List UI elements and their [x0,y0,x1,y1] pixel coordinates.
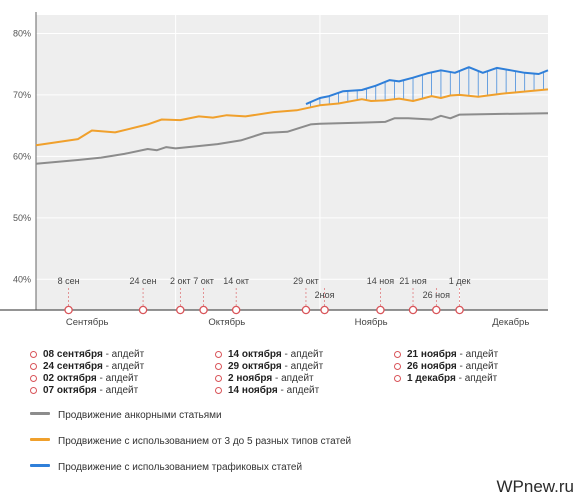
update-suffix: - апдейт [455,373,498,384]
update-marker [231,305,241,315]
update-suffix: - апдейт [281,349,324,360]
update-suffix: - апдейт [272,373,314,384]
update-label: 2ноя [315,290,335,300]
update-marker [408,305,418,315]
update-label: 21 ноя [399,276,426,286]
update-marker [301,305,311,315]
update-marker-icon [215,387,222,394]
month-label: Декабрь [492,317,529,328]
legend-label: Продвижение с использованием от 3 до 5 р… [58,436,352,447]
update-date-item: 21 ноября - апдейт [394,348,498,361]
update-suffix: - апдейт [281,361,324,372]
update-label: 29 окт [293,276,319,286]
month-label: Сентябрь [66,317,109,328]
month-label: Ноябрь [355,317,388,328]
update-date-item: 07 октября - апдейт [30,384,138,397]
legend-item-mixed: Продвижение с использованием от 3 до 5 р… [30,436,351,447]
update-marker-icon [394,363,401,370]
update-label: 2 окт [170,276,191,286]
update-marker-icon [394,351,401,358]
series-line-2 [305,66,549,106]
update-suffix: - апдейт [102,361,145,372]
update-dates-legend: 08 сентября - апдейт 24 сентября - апдей… [0,340,580,400]
update-date-item: 14 ноября - апдейт [215,384,319,397]
update-suffix: - апдейт [96,373,139,384]
update-marker [455,305,464,315]
update-date: 2 ноября [228,373,273,384]
update-marker [64,305,73,315]
y-tick-label: 40% [13,274,31,284]
watermark-logo: WPnew.ru [496,477,574,496]
update-suffix: - апдейт [96,385,139,396]
plot-background [36,15,548,310]
update-suffix: - апдейт [277,385,320,396]
legend-item-traffic: Продвижение с использованием трафиковых … [30,462,302,473]
series-line-1 [35,88,549,147]
line-chart: 40% 50% 60% 70% 80% 8 сен 24 сен 2 окт 7 окт 14 о… [0,12,549,328]
update-date: 24 сентября [43,361,103,372]
update-label: 24 сен [130,276,157,286]
update-suffix: - апдейт [456,349,499,360]
legend-label: Продвижение с использованием трафиковых … [58,462,303,473]
update-date: 14 октября [228,349,282,360]
update-date: 26 ноября [407,361,457,372]
update-date-item: 2 ноября - апдейт [215,372,314,385]
y-tick-label: 60% [13,151,31,161]
update-label: 8 сен [58,276,80,286]
legend-item-anchor: Продвижение анкорными статьями [30,410,222,421]
update-label: 14 окт [223,276,249,286]
update-date-item: 26 ноября - апдейт [394,360,498,373]
update-date-item: 14 октября - апдейт [215,348,323,361]
y-tick-label: 80% [13,28,31,38]
update-suffix: - апдейт [102,349,145,360]
update-marker [199,305,208,315]
legend-label: Продвижение анкорными статьями [58,410,222,421]
update-marker-icon [215,363,222,370]
update-date: 08 сентября [43,349,103,360]
month-label: Октябрь [208,317,245,328]
update-label: 26 ноя [423,290,450,300]
update-date: 07 октября [43,385,97,396]
update-date: 29 октября [228,361,282,372]
update-marker [176,305,185,315]
update-marker-icon [215,375,222,382]
update-label: 7 окт [193,276,214,286]
update-marker-icon [30,351,37,358]
update-marker [320,305,329,315]
update-date: 21 ноября [407,349,457,360]
update-marker-icon [30,375,37,382]
update-marker-icon [215,351,222,358]
update-date: 1 декабря [407,373,456,384]
update-date-item: 02 октября - апдейт [30,372,138,385]
update-suffix: - апдейт [456,361,499,372]
update-label: 1 дек [449,276,471,286]
update-date-item: 1 декабря - апдейт [394,372,497,385]
update-date: 14 ноября [228,385,278,396]
update-date-item: 08 сентября - апдейт [30,348,144,361]
update-marker-icon [394,375,401,382]
y-tick-label: 70% [13,90,31,100]
update-date: 02 октября [43,373,97,384]
legend-swatch-blue [30,464,50,467]
update-marker [138,305,148,315]
update-marker [432,305,441,315]
legend-swatch-orange [30,438,50,441]
series-line-0 [35,112,549,165]
update-marker-icon [30,363,37,370]
update-date-item: 29 октября - апдейт [215,360,323,373]
update-marker-icon [30,387,37,394]
chart-area: 40% 50% 60% 70% 80% 8 сен 24 сен 2 окт 7 окт 14 о… [0,12,549,328]
y-tick-label: 50% [13,213,31,223]
update-label: 14 ноя [367,276,394,286]
update-date-item: 24 сентября - апдейт [30,360,144,373]
legend-swatch-gray [30,412,50,415]
update-marker [376,305,385,315]
